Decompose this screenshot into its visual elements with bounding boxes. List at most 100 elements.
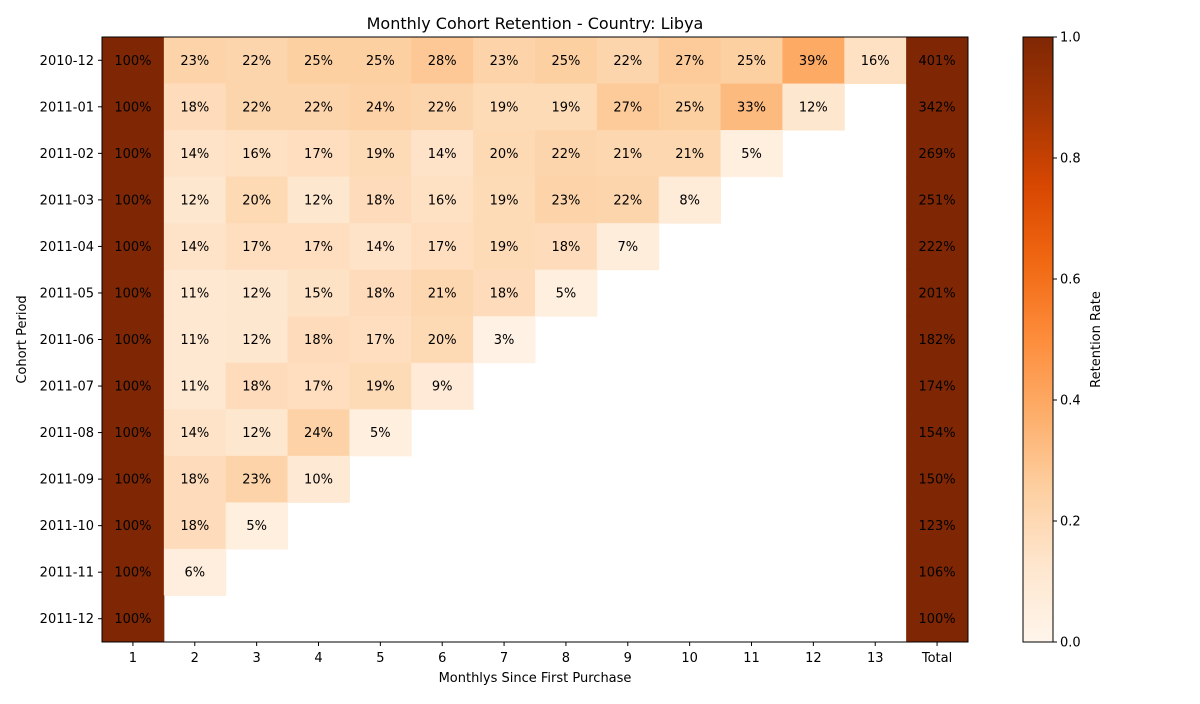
cell-value-label: 24% bbox=[304, 426, 333, 441]
cell-value-label: 401% bbox=[918, 54, 955, 69]
cell-value-label: 106% bbox=[918, 566, 955, 581]
heatmap-cell bbox=[102, 455, 165, 503]
x-axis-label: Monthlys Since First Purchase bbox=[439, 671, 632, 686]
x-tick-label: 13 bbox=[867, 651, 884, 666]
heatmap-cell bbox=[411, 176, 474, 224]
heatmap-cell bbox=[163, 316, 227, 364]
cell-value-label: 19% bbox=[366, 147, 395, 162]
cell-value-label: 25% bbox=[551, 54, 580, 69]
colorbar-tick-label: 0.4 bbox=[1060, 394, 1081, 409]
heatmap-cell bbox=[102, 548, 165, 596]
cell-value-label: 22% bbox=[304, 100, 333, 115]
heatmap-cell bbox=[287, 176, 350, 224]
cell-value-label: 5% bbox=[370, 426, 391, 441]
cell-value-label: 12% bbox=[242, 426, 271, 441]
cell-value-label: 22% bbox=[551, 147, 580, 162]
x-tick-label: 1 bbox=[129, 651, 137, 666]
cell-value-label: 20% bbox=[428, 333, 457, 348]
heatmap-cell bbox=[844, 37, 907, 85]
cell-value-label: 154% bbox=[918, 426, 955, 441]
cell-value-label: 123% bbox=[918, 519, 955, 534]
heatmap-cell bbox=[596, 130, 660, 178]
heatmap-cell bbox=[473, 130, 536, 178]
cell-value-label: 342% bbox=[918, 100, 955, 115]
cell-value-label: 14% bbox=[366, 240, 395, 255]
x-tick-label: 3 bbox=[253, 651, 261, 666]
heatmap-cell bbox=[596, 37, 660, 85]
cell-value-label: 12% bbox=[242, 333, 271, 348]
heatmap-cell bbox=[102, 595, 165, 643]
heatmap-cell bbox=[287, 316, 350, 364]
colorbar-ticks: 0.0 0.2 0.4 0.6 0.8 1.0 bbox=[1053, 31, 1081, 651]
cell-value-label: 16% bbox=[242, 147, 271, 162]
heatmap-cell bbox=[287, 409, 350, 457]
cell-value-label: 27% bbox=[675, 54, 704, 69]
cell-value-label: 150% bbox=[918, 473, 955, 488]
heatmap-cell bbox=[473, 223, 536, 271]
x-tick-label: Total bbox=[921, 651, 952, 666]
x-tick-label: 11 bbox=[743, 651, 760, 666]
heatmap-cell bbox=[102, 223, 165, 271]
cell-value-label: 12% bbox=[799, 100, 828, 115]
cell-value-label: 16% bbox=[861, 54, 890, 69]
cell-value-label: 3% bbox=[494, 333, 515, 348]
cell-labels: 100% 23% 22% 25% 25% 28% 23% 25% 22% 27% 25% 39% 16%… bbox=[114, 54, 955, 627]
cell-value-label: 5% bbox=[246, 519, 267, 534]
heatmap-cell bbox=[906, 316, 969, 364]
cell-value-label: 17% bbox=[428, 240, 457, 255]
cell-value-label: 16% bbox=[428, 193, 457, 208]
heatmap-cell bbox=[225, 455, 289, 503]
heatmap-cell bbox=[411, 130, 474, 178]
heatmap-cell bbox=[906, 455, 969, 503]
y-tick-label: 2011-03 bbox=[40, 193, 94, 208]
x-tick-label: 12 bbox=[805, 651, 822, 666]
cell-value-label: 18% bbox=[180, 100, 209, 115]
heatmap-cell bbox=[906, 130, 969, 178]
heatmap-cell bbox=[349, 409, 412, 457]
cell-value-label: 24% bbox=[366, 100, 395, 115]
heatmap-cell bbox=[535, 83, 598, 131]
heatmap-cell bbox=[906, 269, 969, 317]
cell-value-label: 18% bbox=[180, 519, 209, 534]
heatmap-cell bbox=[596, 83, 660, 131]
colorbar-tick-label: 0.2 bbox=[1060, 515, 1081, 530]
x-tick-label: 10 bbox=[681, 651, 698, 666]
cell-value-label: 21% bbox=[613, 147, 642, 162]
cell-value-label: 11% bbox=[180, 333, 209, 348]
cell-value-label: 100% bbox=[114, 333, 151, 348]
heatmap-cell bbox=[658, 37, 722, 85]
heatmap-cell bbox=[720, 37, 783, 85]
colorbar-label: Retention Rate bbox=[1089, 291, 1104, 388]
y-tick-label: 2011-10 bbox=[40, 519, 94, 534]
cell-value-label: 28% bbox=[428, 54, 457, 69]
cell-value-label: 18% bbox=[551, 240, 580, 255]
cell-value-label: 14% bbox=[180, 240, 209, 255]
heatmap-cell bbox=[906, 595, 969, 643]
cell-value-label: 25% bbox=[366, 54, 395, 69]
heatmap-cell bbox=[163, 37, 227, 85]
heatmap-cell bbox=[102, 409, 165, 457]
cell-value-label: 100% bbox=[114, 100, 151, 115]
heatmap-cell bbox=[473, 37, 536, 85]
heatmap-cell bbox=[102, 362, 165, 410]
heatmap-cell bbox=[906, 548, 969, 596]
heatmap-cell bbox=[349, 223, 412, 271]
cell-value-label: 222% bbox=[918, 240, 955, 255]
heatmap-cell bbox=[102, 316, 165, 364]
cell-value-label: 17% bbox=[304, 380, 333, 395]
cell-value-label: 182% bbox=[918, 333, 955, 348]
heatmap-cell bbox=[782, 83, 845, 131]
colorbar-tick-label: 0.6 bbox=[1060, 273, 1081, 288]
cell-value-label: 100% bbox=[114, 147, 151, 162]
heatmap-cell bbox=[906, 362, 969, 410]
heatmap-cell bbox=[535, 176, 598, 224]
heatmap-cell bbox=[163, 176, 227, 224]
colorbar-tick-label: 1.0 bbox=[1060, 31, 1081, 46]
cell-value-label: 100% bbox=[114, 54, 151, 69]
heatmap-cell bbox=[163, 223, 227, 271]
x-tick-label: 6 bbox=[438, 651, 446, 666]
y-tick-label: 2011-01 bbox=[40, 100, 94, 115]
heatmap-cell bbox=[906, 223, 969, 271]
cell-value-label: 5% bbox=[741, 147, 762, 162]
